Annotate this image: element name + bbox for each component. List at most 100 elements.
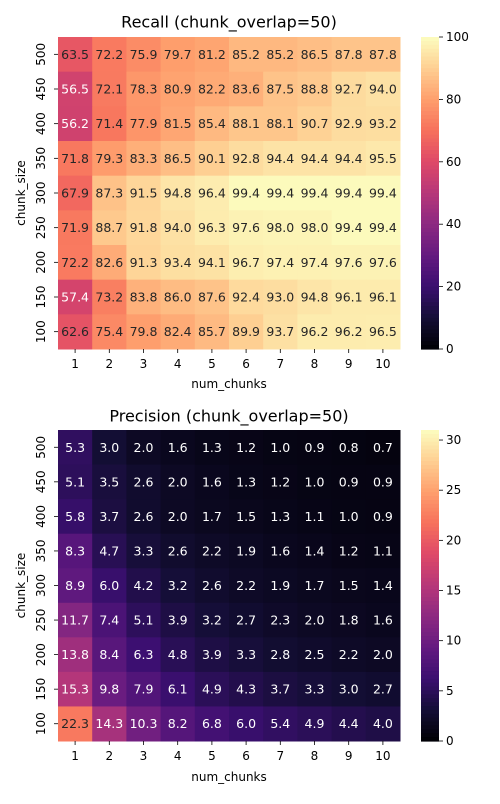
chart1-colorbar-segment-64: [421, 286, 439, 292]
chart2-colorbar-segment-20: [421, 507, 439, 513]
chart1-colorbar-segment-44: [421, 208, 439, 214]
chart1-cell-r3-c2: [126, 141, 162, 177]
chart1-cell-label-r1-c4: 82.2: [198, 82, 226, 97]
chart1-cell-r7-c6: [263, 279, 298, 315]
chart2-cell-r3-c4: [194, 533, 230, 569]
chart1-cell-r8-c1: [92, 314, 127, 350]
chart2-colorbar-segment-31: [421, 550, 439, 555]
chart1-cell-r2-c4: [194, 106, 230, 142]
chart2-cell-r4-c6: [263, 568, 298, 604]
chart1-cell-label-r6-c1: 82.6: [95, 255, 123, 270]
chart2-cell-label-r7-c5: 4.3: [236, 682, 256, 697]
chart2-cell-label-r1-c3: 2.0: [168, 474, 188, 489]
chart1-cell-label-r4-c0: 67.9: [61, 186, 89, 201]
chart2-cell-r6-c7: [297, 637, 333, 673]
chart2-colorbar-segment-2: [421, 437, 439, 443]
chart2-cell-r1-c3: [160, 464, 196, 500]
chart2-xtick-label-4: 5: [208, 749, 216, 763]
chart1-cell-r2-c0: [58, 106, 93, 142]
chart1-xtick-label-7: 8: [311, 357, 319, 371]
chart2-cell-r3-c0: [58, 533, 93, 569]
chart1-colorbar-segment-16: [421, 99, 439, 104]
chart1-ytick-label-2: 400: [34, 112, 48, 135]
chart1-cell-r5-c0: [58, 210, 93, 246]
chart2-cell-label-r3-c3: 2.6: [168, 543, 188, 558]
chart2-colorbar-segment-65: [421, 682, 439, 688]
chart2-colorbar-segment-55: [421, 643, 439, 649]
chart1-colorbar-segment-68: [421, 302, 439, 307]
chart2-cell-label-r0-c0: 5.3: [65, 440, 85, 455]
chart1-colorbar-segment-66: [421, 294, 439, 299]
chart1-cell-r1-c5: [229, 71, 264, 107]
chart2-cell-r2-c5: [229, 499, 264, 535]
chart1-cell-r0-c3: [160, 37, 196, 73]
chart2-colorbar-segment-14: [421, 484, 439, 489]
chart2-cell-r8-c3: [160, 706, 196, 742]
chart1-colorbar-segment-7: [421, 64, 439, 69]
chart2-cell-label-r7-c3: 6.1: [168, 682, 188, 697]
chart1-cell-label-r2-c3: 81.5: [164, 116, 192, 131]
chart1-cell-label-r7-c9: 96.1: [369, 290, 397, 305]
chart1-colorbar-segment-79: [421, 345, 439, 350]
chart2-colorbar-segment-38: [421, 577, 439, 583]
chart1-colorbar-segment-41: [421, 196, 439, 202]
chart2-ytick-label-5: 250: [34, 609, 48, 632]
chart2-colorbar-segment-53: [421, 636, 439, 641]
chart2-colorbar-segment-15: [421, 488, 439, 493]
chart1-cell-r4-c0: [58, 175, 93, 211]
chart2-cell-label-r6-c2: 6.3: [134, 647, 154, 662]
chart1-cell-label-r0-c6: 85.2: [266, 47, 294, 62]
chart1-cell-r5-c5: [229, 210, 264, 246]
chart1-colorbar-segment-72: [421, 317, 439, 323]
chart2-cell-label-r1-c4: 1.6: [202, 474, 222, 489]
chart1-cell-label-r6-c7: 97.4: [301, 255, 329, 270]
chart2-colorbar-segment-17: [421, 496, 439, 501]
chart2-cell-r4-c5: [229, 568, 264, 604]
chart2-cell-r6-c6: [263, 637, 298, 673]
chart2-cell-label-r4-c2: 4.2: [134, 578, 154, 593]
chart2-cell-r6-c2: [126, 637, 162, 673]
chart1-cell-label-r3-c1: 79.3: [95, 151, 123, 166]
chart2-cell-r7-c3: [160, 671, 196, 707]
chart2-cell-label-r1-c0: 5.1: [65, 474, 85, 489]
chart1-cell-label-r8-c2: 79.8: [130, 324, 158, 339]
chart1-colorbar-segment-10: [421, 76, 439, 81]
chart2-cell-label-r7-c4: 4.9: [202, 682, 222, 697]
chart2-cell-label-r4-c4: 2.6: [202, 578, 222, 593]
chart1-cell-label-r4-c4: 96.4: [198, 186, 226, 201]
chart2-cell-label-r8-c3: 8.2: [168, 716, 188, 731]
chart2-cell-label-r6-c0: 13.8: [61, 647, 89, 662]
chart1-colorbar-segment-76: [421, 333, 439, 338]
chart1-cell-r2-c8: [331, 106, 367, 142]
chart1-cell-label-r8-c5: 89.9: [232, 324, 260, 339]
chart2-cell-r6-c4: [194, 637, 230, 673]
chart1-ytick-label-6: 200: [34, 251, 48, 274]
chart1-cell-r3-c4: [194, 141, 230, 177]
chart2-colorbar-segment-48: [421, 616, 439, 622]
chart2-cell-label-r1-c9: 0.9: [373, 474, 393, 489]
chart2-cell-r2-c2: [126, 499, 162, 535]
chart1-colorbar-segment-6: [421, 60, 439, 65]
chart1-cell-label-r6-c3: 93.4: [164, 255, 192, 270]
chart1-cell-r2-c6: [263, 106, 298, 142]
chart1-colorbar-segment-77: [421, 337, 439, 342]
chart1-cell-r3-c1: [92, 141, 127, 177]
chart1-colorbar-segment-62: [421, 278, 439, 284]
chart2-cell-r8-c9: [365, 706, 401, 742]
chart2-cell-label-r8-c4: 6.8: [202, 716, 222, 731]
chart1-colorbar-segment-8: [421, 68, 439, 73]
chart1-colorbar-tick-label-2: 40: [446, 217, 461, 231]
chart1-cell-label-r5-c9: 99.4: [369, 220, 397, 235]
chart1-colorbar-segment-39: [421, 189, 439, 194]
chart2-cell-label-r0-c6: 1.0: [270, 440, 290, 455]
chart1-cell-label-r1-c6: 87.5: [266, 82, 294, 97]
chart1-xlabel: num_chunks: [191, 377, 267, 391]
chart1-cell-label-r7-c4: 87.6: [198, 290, 226, 305]
chart1-cell-label-r0-c7: 86.5: [301, 47, 329, 62]
chart2-cell-r1-c6: [263, 464, 298, 500]
chart2-ytick-label-8: 100: [34, 712, 48, 735]
chart1-cell-r6-c7: [297, 245, 333, 281]
chart1-cell-label-r2-c0: 56.2: [61, 116, 89, 131]
chart2-colorbar-segment-66: [421, 686, 439, 692]
chart2-colorbar-segment-22: [421, 515, 439, 521]
